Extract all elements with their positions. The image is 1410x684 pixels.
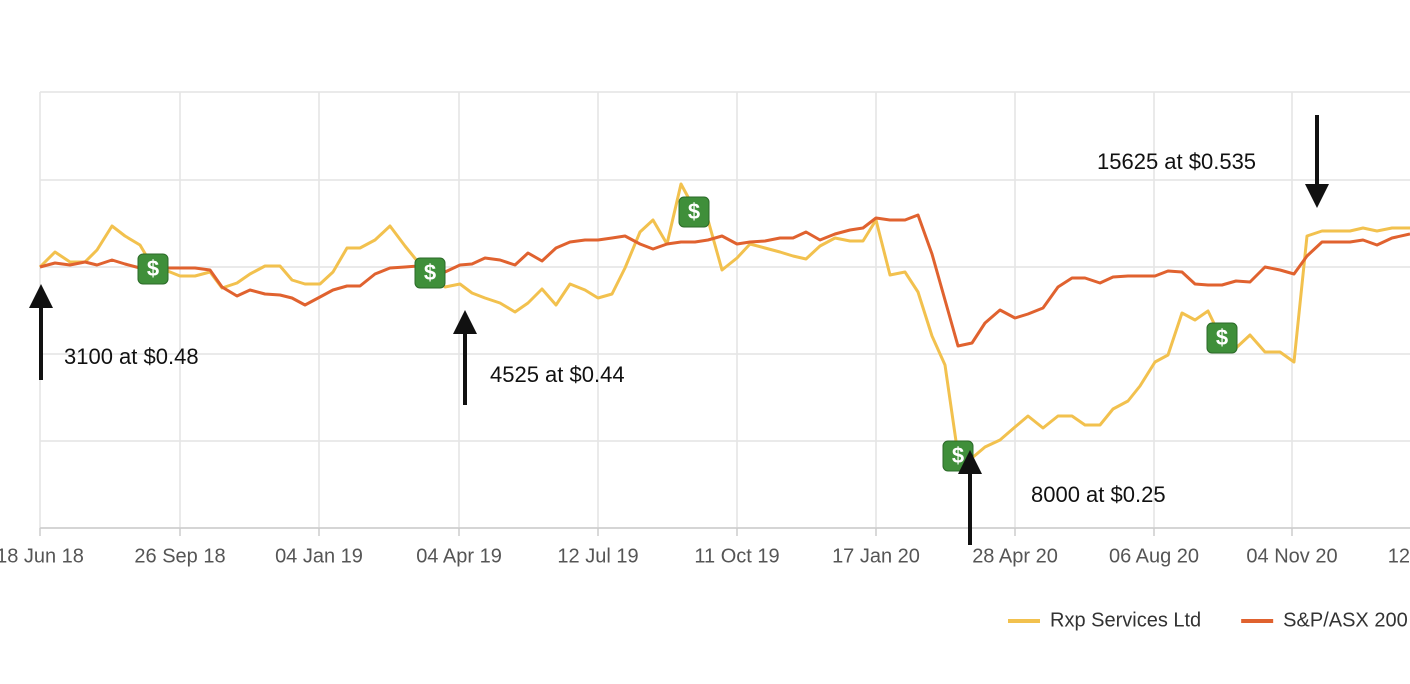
dividend-symbol: $ [952, 443, 964, 468]
series-line [39, 213, 1410, 348]
x-tick-label: 04 Apr 19 [416, 545, 502, 567]
dividend-symbol: $ [147, 256, 159, 281]
x-tick-label: 04 Jan 19 [275, 545, 363, 567]
x-tick-label: 06 Aug 20 [1109, 545, 1199, 567]
annotation: 8000 at $0.25 [1031, 482, 1166, 507]
dividend-marker [1206, 322, 1238, 354]
series-line [38, 182, 1410, 460]
dividend-marker [678, 196, 710, 228]
x-tick-label: 26 Sep 18 [134, 545, 225, 567]
dividend-symbol: $ [1216, 325, 1228, 350]
legend-label: Rxp Services Ltd [1050, 609, 1201, 631]
x-tick-label: 28 Apr 20 [972, 545, 1058, 567]
dividend-marker [414, 257, 446, 289]
dividend-marker [137, 253, 169, 285]
x-tick-label: 12 Jul 19 [557, 545, 638, 567]
x-tick-label: 12 [1388, 545, 1410, 567]
x-tick-label: 04 Nov 20 [1246, 545, 1337, 567]
annotation: 4525 at $0.44 [490, 362, 625, 387]
annotation: 3100 at $0.48 [64, 344, 199, 369]
x-tick-label: 17 Jan 20 [832, 545, 920, 567]
dividend-symbol: $ [424, 260, 436, 285]
annotation: 15625 at $0.535 [1097, 149, 1256, 174]
x-tick-label: 11 Oct 19 [694, 545, 779, 567]
x-tick-label: 18 Jun 18 [0, 545, 84, 567]
legend-label: S&P/ASX 200 [1283, 609, 1408, 631]
dividend-symbol: $ [688, 199, 700, 224]
